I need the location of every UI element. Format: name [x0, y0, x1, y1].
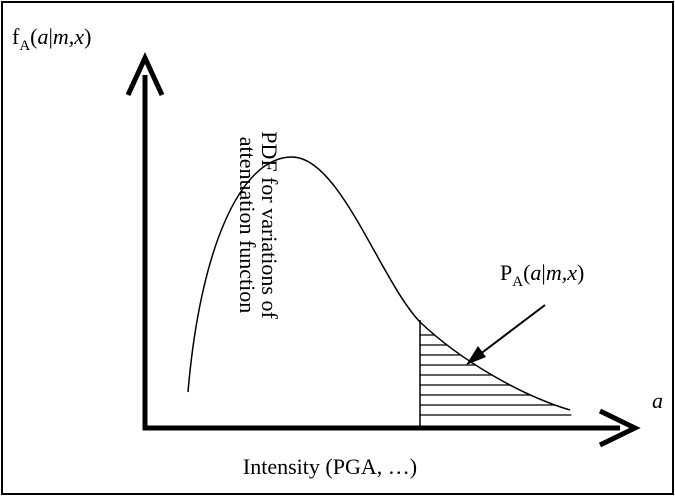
- side-label-line: PDF for variations of: [257, 131, 282, 319]
- x-axis-label: Intensity (PGA, …): [243, 454, 417, 479]
- annotation-label: PA(a|m,x): [500, 260, 584, 290]
- x-axis-symbol: a: [652, 388, 663, 413]
- side-label: PDF for variations of attenuation functi…: [235, 131, 282, 319]
- x-axis-arrow: [598, 408, 641, 448]
- pdf-curve: [187, 156, 571, 411]
- annotation-arrow: [474, 304, 546, 359]
- y-axis-arrow: [125, 52, 165, 97]
- annotation-arrowhead: [466, 346, 486, 365]
- y-axis-label: fA(a|m,x): [12, 24, 91, 54]
- side-label-line: attenuation function: [235, 137, 260, 314]
